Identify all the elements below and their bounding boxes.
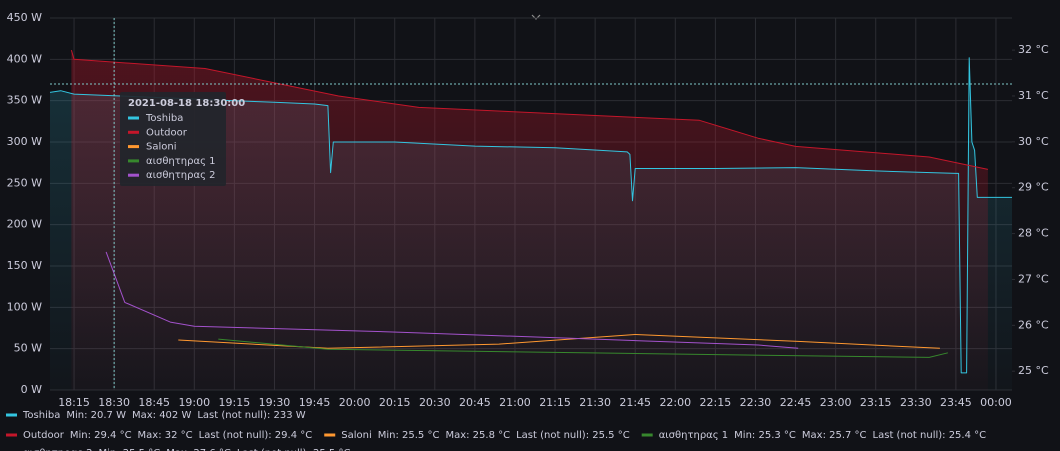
series-line xyxy=(218,338,949,358)
tooltip-swatch xyxy=(128,145,139,149)
y-tick-label: 50 W xyxy=(14,342,42,355)
labels: 0 W 50 W 100 W 150 W 200 W 250 W 300 W 350 W 400… xyxy=(7,11,1049,409)
tooltip-box xyxy=(120,92,226,186)
legend-name: Saloni xyxy=(341,430,372,441)
legend-stat: Min: 25.3 °C xyxy=(734,430,796,441)
x-tick-label: 18:30 xyxy=(98,396,130,409)
legend-stat: Last (not null): 25.5 °C xyxy=(516,430,630,441)
y-tick-label: 250 W xyxy=(7,176,42,189)
tooltip-swatch xyxy=(128,130,139,134)
legend-stat: Min: 25.5 °C xyxy=(98,448,160,451)
y-tick-label: 0 W xyxy=(21,383,42,396)
y-tick-label: 150 W xyxy=(7,259,42,272)
legend-stat: Max: 25.7 °C xyxy=(802,430,867,441)
y2-tick-label: 27 °C xyxy=(1018,272,1049,285)
x-tick-label: 21:00 xyxy=(499,396,531,409)
legend-stat: Max: 27.6 °C xyxy=(166,448,231,451)
y-tick-label: 450 W xyxy=(7,11,42,24)
tooltip-time: 2021-08-18 18:30:00 xyxy=(128,98,245,109)
tooltip-swatch xyxy=(128,173,139,177)
tooltip: 2021-08-18 18:30:00 Toshiba Outdoor Saloni α… xyxy=(50,18,1012,390)
x-tick-label: 18:45 xyxy=(138,396,170,409)
legend: Toshiba Min: 20.7 W Max: 402 W Last (not nu… xyxy=(6,410,986,451)
x-tick-label: 22:15 xyxy=(700,396,732,409)
x-tick-label: 19:30 xyxy=(259,396,291,409)
tooltip-series-name: αισθητηρας 2 xyxy=(146,170,215,181)
x-tick-label: 00:00 xyxy=(980,396,1012,409)
x-tick-label: 19:00 xyxy=(178,396,210,409)
tooltip-series-name: Saloni xyxy=(146,142,177,153)
legend-swatch xyxy=(6,433,17,437)
x-tick-label: 19:45 xyxy=(299,396,331,409)
x-tick-label: 21:45 xyxy=(619,396,651,409)
x-tick-label: 22:00 xyxy=(659,396,691,409)
x-tick-label: 21:30 xyxy=(579,396,611,409)
y2-tick-label: 29 °C xyxy=(1018,181,1049,194)
y2-tick-label: 26 °C xyxy=(1018,318,1049,331)
y2-tick-label: 32 °C xyxy=(1018,43,1049,56)
tooltip-swatch xyxy=(128,159,139,163)
legend-name: αισθητηρας 2 xyxy=(23,448,92,451)
series-line xyxy=(105,251,799,349)
legend-swatch xyxy=(6,413,17,417)
collapse-chevron[interactable] xyxy=(531,14,541,20)
legend-stat: Max: 32 °C xyxy=(138,430,193,441)
legend-stat: Last (not null): 25.4 °C xyxy=(873,430,987,441)
legend-stat: Max: 25.8 °C xyxy=(445,430,510,441)
legend-stat: Min: 20.7 W xyxy=(66,410,126,421)
legend-stat: Last (not null): 29.4 °C xyxy=(199,430,313,441)
x-tick-label: 19:15 xyxy=(219,396,251,409)
tooltip-swatch xyxy=(128,116,139,120)
x-tick-label: 23:45 xyxy=(940,396,972,409)
x-tick-label: 21:15 xyxy=(539,396,571,409)
x-tick-label: 22:30 xyxy=(740,396,772,409)
x-tick-label: 20:00 xyxy=(339,396,371,409)
x-tick-label: 22:45 xyxy=(780,396,812,409)
y2-tick-label: 31 °C xyxy=(1018,89,1049,102)
x-tick-label: 20:30 xyxy=(419,396,451,409)
legend-swatch xyxy=(641,433,653,437)
legend-stat: Last (not null): 233 W xyxy=(197,410,305,421)
areas xyxy=(50,50,1012,390)
tooltip-series-name: αισθητηρας 1 xyxy=(146,156,215,167)
legend-name: αισθητηρας 1 xyxy=(659,430,728,441)
x-tick-label: 23:30 xyxy=(900,396,932,409)
y-tick-label: 200 W xyxy=(7,218,42,231)
y2-tick-label: 25 °C xyxy=(1018,364,1049,377)
series-line xyxy=(70,49,989,170)
legend-name: Outdoor xyxy=(23,430,65,441)
tooltip-series-name: Outdoor xyxy=(146,127,188,138)
x-tick-label: 20:45 xyxy=(459,396,491,409)
x-tick-label: 18:15 xyxy=(58,396,90,409)
x-tick-label: 23:15 xyxy=(860,396,892,409)
legend-stat: Min: 29.4 °C xyxy=(70,430,132,441)
legend-stat: Min: 25.5 °C xyxy=(378,430,440,441)
y-tick-label: 100 W xyxy=(7,300,42,313)
x-tick-label: 23:00 xyxy=(820,396,852,409)
legend-swatch xyxy=(324,433,336,437)
series-area xyxy=(71,50,988,390)
legend-stat: Max: 402 W xyxy=(132,410,191,421)
y-tick-label: 350 W xyxy=(7,94,42,107)
y2-tick-label: 30 °C xyxy=(1018,135,1049,148)
legend-name: Toshiba xyxy=(22,410,60,421)
x-tick-label: 20:15 xyxy=(379,396,411,409)
y-tick-label: 400 W xyxy=(7,52,42,65)
tooltip-series-name: Toshiba xyxy=(145,113,183,124)
y2-tick-label: 28 °C xyxy=(1018,227,1049,240)
y-tick-label: 300 W xyxy=(7,135,42,148)
legend-stat: Last (not null): 25.5 °C xyxy=(237,448,351,451)
